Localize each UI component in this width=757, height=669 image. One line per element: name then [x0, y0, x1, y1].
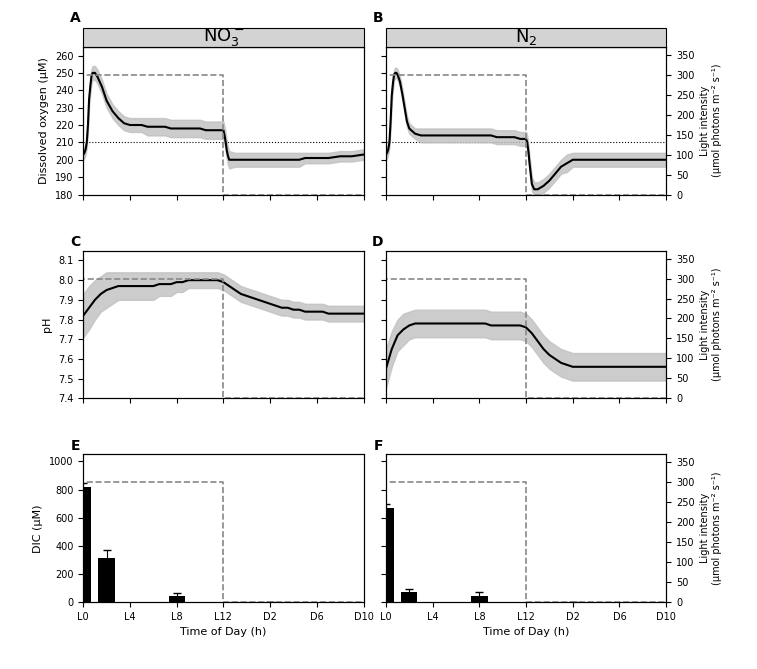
Bar	[471, 596, 488, 602]
Bar	[75, 487, 92, 602]
X-axis label: Time of Day (h): Time of Day (h)	[483, 628, 569, 638]
Bar	[401, 591, 417, 602]
Text: D: D	[372, 235, 383, 249]
Text: B: B	[372, 11, 383, 25]
Text: C: C	[70, 235, 80, 249]
FancyBboxPatch shape	[83, 27, 363, 47]
FancyBboxPatch shape	[386, 27, 666, 47]
Text: E: E	[71, 439, 80, 453]
Y-axis label: DIC (μM): DIC (μM)	[33, 504, 43, 553]
Text: NO$_3^-$: NO$_3^-$	[203, 26, 245, 48]
Text: F: F	[374, 439, 383, 453]
Y-axis label: Light intensity
(μmol photons m⁻² s⁻¹): Light intensity (μmol photons m⁻² s⁻¹)	[700, 268, 721, 381]
Bar	[378, 508, 394, 602]
Y-axis label: Dissolved oxygen (μM): Dissolved oxygen (μM)	[39, 58, 49, 184]
Y-axis label: Light intensity
(μmol photons m⁻² s⁻¹): Light intensity (μmol photons m⁻² s⁻¹)	[700, 64, 721, 177]
X-axis label: Time of Day (h): Time of Day (h)	[180, 628, 266, 638]
Text: N$_2$: N$_2$	[515, 27, 537, 47]
Bar	[169, 597, 185, 602]
Text: A: A	[70, 11, 80, 25]
Bar	[98, 559, 115, 602]
Y-axis label: pH: pH	[42, 317, 52, 332]
Y-axis label: Light intensity
(μmol photons m⁻² s⁻¹): Light intensity (μmol photons m⁻² s⁻¹)	[700, 472, 721, 585]
